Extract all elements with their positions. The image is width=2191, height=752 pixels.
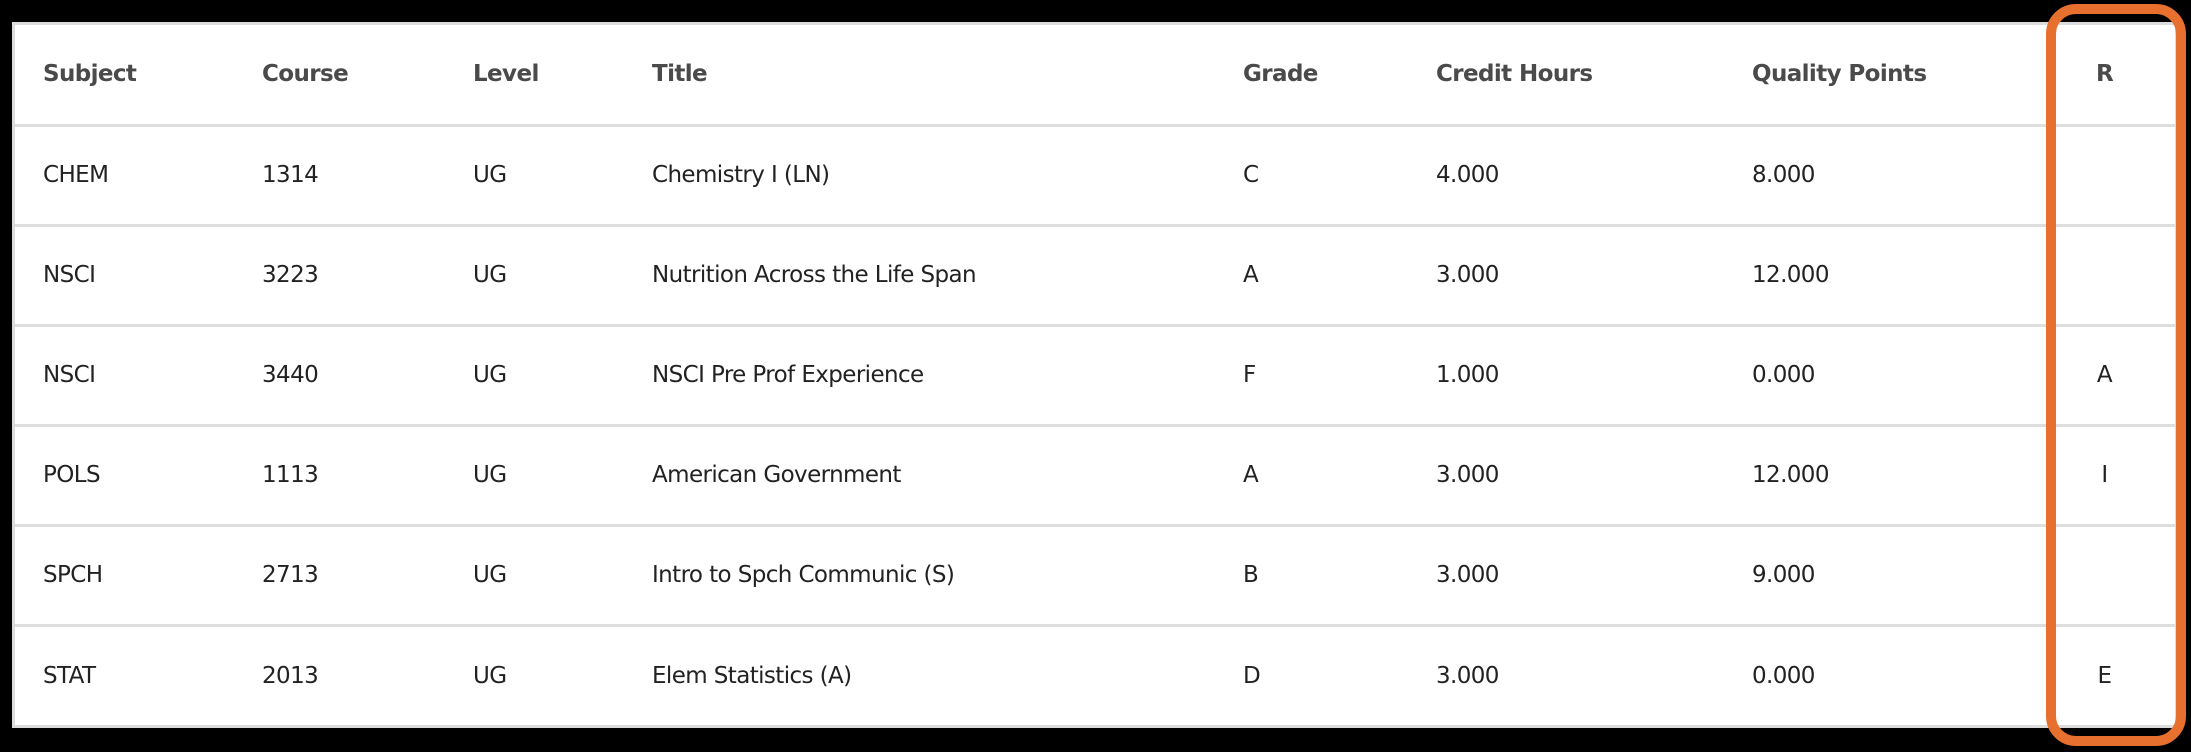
- cell-credit-hours: 3.000: [1408, 225, 1724, 327]
- cell-level: UG: [445, 125, 624, 227]
- cell-grade: D: [1243, 662, 1261, 689]
- cell-title: American Government: [624, 425, 1215, 527]
- course-grades-table: Subject Course Level Title Grade Credit …: [15, 25, 2175, 725]
- cell-quality-points: 0.000: [1752, 662, 1815, 689]
- cell-level: UG: [445, 525, 624, 627]
- cell-level: UG: [445, 225, 624, 327]
- cell-level: UG: [473, 662, 507, 689]
- column-header-quality-points: Quality Points: [1724, 25, 2034, 127]
- cell-quality-points: 8.000: [1724, 125, 2034, 227]
- cell-quality-points: 0.000: [1724, 325, 2034, 427]
- cell-title: Nutrition Across the Life Span: [624, 225, 1215, 327]
- table-row: STAT 2013 UG Elem Statistics (A) D 3.000…: [15, 625, 2175, 725]
- cell-level: UG: [445, 425, 624, 527]
- cell-credit-hours: 3.000: [1408, 425, 1724, 527]
- cell-subject: NSCI: [15, 225, 234, 327]
- cell-grade: C: [1215, 125, 1408, 227]
- course-grades-panel: Subject Course Level Title Grade Credit …: [12, 22, 2178, 728]
- cell-course: 3440: [234, 325, 445, 427]
- cell-subject: CHEM: [15, 125, 234, 227]
- table-row: CHEM 1314 UG Chemistry I (LN) C 4.000 8.…: [15, 125, 2175, 227]
- cell-credit-hours: 1.000: [1408, 325, 1724, 427]
- table-row: NSCI 3223 UG Nutrition Across the Life S…: [15, 225, 2175, 327]
- table-header-row: Subject Course Level Title Grade Credit …: [15, 25, 2175, 127]
- cell-r: E: [2097, 662, 2113, 689]
- cell-course: 2013: [262, 662, 319, 689]
- cell-title: Intro to Spch Communic (S): [624, 525, 1215, 627]
- cell-grade: A: [1215, 425, 1408, 527]
- cell-title: NSCI Pre Prof Experience: [624, 325, 1215, 427]
- cell-r: [2034, 225, 2175, 327]
- cell-course: 3223: [234, 225, 445, 327]
- cell-credit-hours: 3.000: [1408, 525, 1724, 627]
- cell-credit-hours: 4.000: [1408, 125, 1724, 227]
- cell-quality-points: 12.000: [1724, 225, 2034, 327]
- table-row: POLS 1113 UG American Government A 3.000…: [15, 425, 2175, 527]
- column-header-course: Course: [234, 25, 445, 127]
- column-header-grade: Grade: [1215, 25, 1408, 127]
- cell-subject: NSCI: [15, 325, 234, 427]
- cell-r: [2034, 125, 2175, 227]
- cell-subject: SPCH: [15, 525, 234, 627]
- cell-quality-points: 9.000: [1724, 525, 2034, 627]
- cell-r: I: [2034, 425, 2175, 527]
- column-header-credit-hours: Credit Hours: [1408, 25, 1724, 127]
- table-row: NSCI 3440 UG NSCI Pre Prof Experience F …: [15, 325, 2175, 427]
- cell-subject: POLS: [15, 425, 234, 527]
- cell-title: Elem Statistics (A): [652, 662, 852, 689]
- cell-title: Chemistry I (LN): [624, 125, 1215, 227]
- cell-grade: A: [1215, 225, 1408, 327]
- cell-level: UG: [445, 325, 624, 427]
- cell-subject: STAT: [43, 662, 96, 689]
- table-row: SPCH 2713 UG Intro to Spch Communic (S) …: [15, 525, 2175, 627]
- cell-course: 2713: [234, 525, 445, 627]
- cell-r: [2034, 525, 2175, 627]
- column-header-level: Level: [445, 25, 624, 127]
- cell-course: 1113: [234, 425, 445, 527]
- column-header-subject: Subject: [15, 25, 234, 127]
- cell-course: 1314: [234, 125, 445, 227]
- column-header-r: R: [2034, 25, 2175, 127]
- column-header-title: Title: [624, 25, 1215, 127]
- cell-r: A: [2034, 325, 2175, 427]
- cell-grade: F: [1215, 325, 1408, 427]
- cell-grade: B: [1215, 525, 1408, 627]
- cell-credit-hours: 3.000: [1436, 662, 1499, 689]
- cell-quality-points: 12.000: [1724, 425, 2034, 527]
